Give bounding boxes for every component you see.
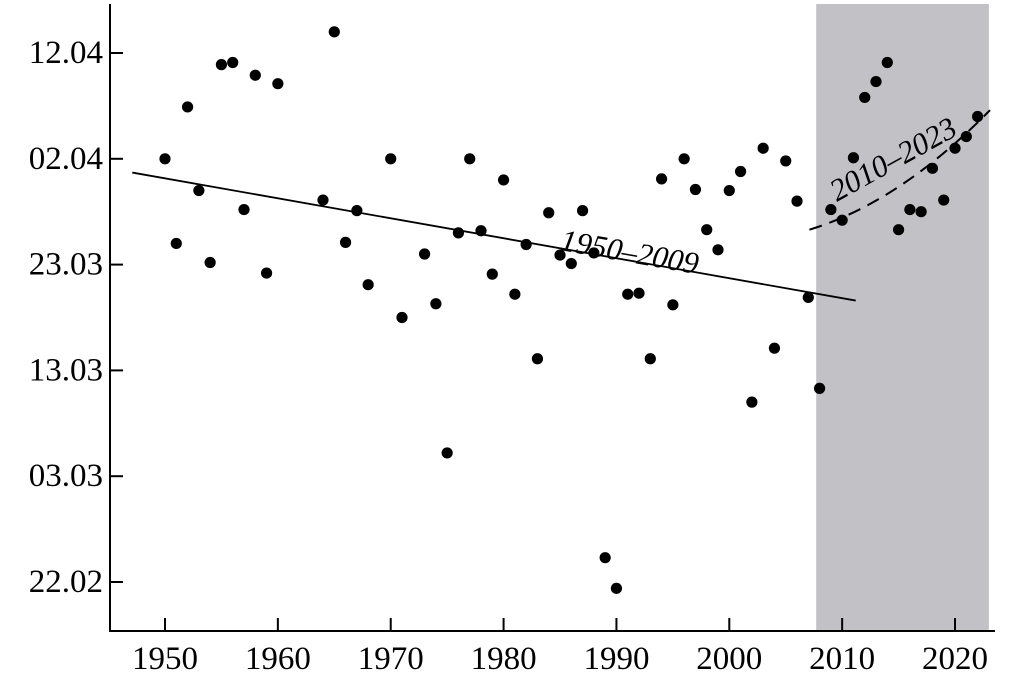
data-point (881, 56, 893, 69)
data-point (317, 194, 329, 206)
trend-label-1950-2009: 1950–2009 (558, 222, 701, 281)
data-point (588, 247, 600, 259)
data-point (678, 153, 690, 165)
data-point (193, 184, 205, 197)
data-point (825, 203, 837, 216)
data-point (362, 279, 374, 291)
data-point (938, 194, 950, 206)
data-point (475, 225, 487, 237)
x-tick-label: 1990 (583, 641, 649, 675)
data-point (159, 153, 171, 165)
highlight-region-2010-2023 (816, 4, 989, 631)
data-point (181, 101, 194, 113)
data-point (238, 203, 250, 216)
data-point (768, 342, 781, 354)
data-point (655, 173, 668, 185)
data-point (464, 153, 476, 165)
data-point (430, 298, 442, 310)
trend-line-2010-2023 (809, 109, 991, 231)
data-point (712, 244, 724, 256)
data-point (351, 205, 363, 217)
data-point (610, 582, 623, 594)
data-point (859, 91, 871, 104)
data-point (847, 152, 860, 164)
data-point (204, 256, 216, 269)
y-tick-label: 13.03 (29, 352, 103, 388)
data-point (520, 238, 532, 251)
data-point (667, 299, 679, 311)
data-point (791, 195, 803, 207)
data-point (531, 353, 544, 365)
data-point (949, 142, 961, 154)
data-point (441, 447, 453, 459)
data-point (339, 236, 352, 248)
data-point (734, 165, 747, 178)
data-point (701, 224, 713, 236)
data-point (971, 110, 984, 123)
data-point (599, 552, 611, 564)
data-point (813, 382, 826, 394)
x-tick-label: 1980 (471, 641, 537, 675)
y-tick-label: 12.04 (29, 35, 103, 71)
data-point (418, 248, 431, 260)
x-tick-label: 1970 (358, 641, 424, 675)
data-point (926, 162, 939, 174)
data-point (509, 288, 521, 300)
data-point (576, 205, 589, 217)
data-point (452, 227, 465, 239)
y-tick-label: 03.03 (29, 458, 103, 494)
data-point (746, 396, 758, 408)
data-point (272, 78, 284, 90)
y-tick-label: 22.02 (29, 564, 103, 600)
data-point (543, 207, 555, 219)
x-tick-label: 2020 (922, 641, 988, 675)
data-point (227, 56, 239, 69)
x-tick-label: 1960 (245, 641, 311, 675)
data-point (260, 267, 273, 279)
data-point (385, 153, 397, 165)
data-point (622, 288, 634, 300)
x-tick-label: 1950 (132, 641, 198, 675)
data-point (170, 237, 182, 250)
data-point (802, 291, 814, 303)
data-point (554, 249, 566, 261)
trend-line-1950-2009 (132, 171, 856, 302)
data-point (892, 224, 905, 236)
data-point (870, 75, 882, 88)
data-point (328, 26, 340, 38)
x-tick-label: 2010 (809, 641, 875, 675)
x-tick-label: 2000 (696, 641, 762, 675)
data-point (249, 69, 261, 81)
data-point (723, 184, 735, 197)
data-point (960, 130, 972, 143)
data-point (904, 203, 916, 216)
data-point (836, 214, 848, 226)
data-point (497, 174, 510, 186)
data-point (644, 353, 656, 365)
y-tick-label: 23.03 (29, 247, 103, 283)
data-point (486, 268, 498, 280)
data-point (396, 311, 408, 324)
y-tick-label: 02.04 (29, 141, 103, 177)
data-point (633, 287, 645, 299)
data-point (780, 155, 792, 167)
data-point (915, 206, 927, 218)
data-point (215, 59, 228, 71)
data-point (565, 257, 577, 270)
data-point (689, 183, 702, 196)
data-point (757, 142, 769, 154)
